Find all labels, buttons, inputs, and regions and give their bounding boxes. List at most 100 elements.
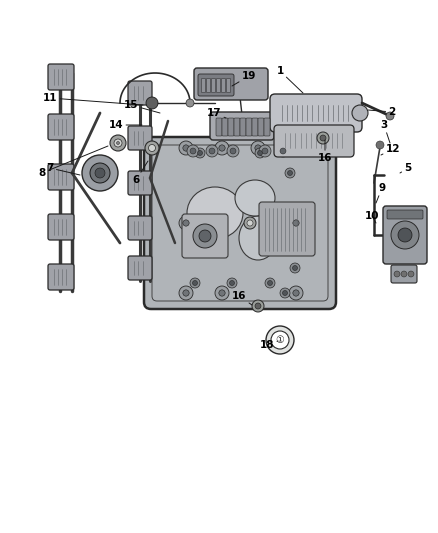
Circle shape	[287, 145, 293, 151]
Circle shape	[265, 278, 275, 288]
Circle shape	[271, 331, 289, 349]
FancyBboxPatch shape	[383, 206, 427, 264]
Circle shape	[251, 141, 265, 155]
Circle shape	[183, 145, 189, 151]
Circle shape	[146, 97, 158, 109]
Circle shape	[255, 148, 265, 158]
Circle shape	[287, 171, 293, 175]
Circle shape	[114, 139, 122, 147]
Circle shape	[179, 286, 193, 300]
Circle shape	[293, 290, 299, 296]
Circle shape	[110, 135, 126, 151]
Circle shape	[179, 141, 193, 155]
FancyBboxPatch shape	[128, 216, 152, 240]
Circle shape	[227, 145, 239, 157]
FancyBboxPatch shape	[391, 265, 417, 283]
Circle shape	[209, 148, 215, 154]
Circle shape	[195, 148, 205, 158]
FancyBboxPatch shape	[206, 78, 211, 93]
Circle shape	[268, 280, 272, 286]
FancyBboxPatch shape	[48, 264, 74, 290]
Circle shape	[266, 326, 294, 354]
Text: 16: 16	[232, 291, 252, 305]
Circle shape	[283, 141, 297, 155]
Circle shape	[206, 145, 218, 157]
FancyBboxPatch shape	[144, 137, 336, 309]
FancyBboxPatch shape	[48, 214, 74, 240]
FancyBboxPatch shape	[234, 118, 240, 136]
Text: 18: 18	[260, 340, 278, 350]
Circle shape	[219, 145, 225, 151]
Circle shape	[145, 141, 159, 155]
Text: ①: ①	[276, 335, 284, 345]
Circle shape	[293, 265, 297, 271]
Circle shape	[90, 163, 110, 183]
Circle shape	[259, 145, 271, 157]
Text: 7: 7	[46, 163, 80, 175]
Circle shape	[398, 228, 412, 242]
Ellipse shape	[235, 180, 275, 216]
Ellipse shape	[239, 216, 277, 260]
Circle shape	[255, 303, 261, 309]
Circle shape	[280, 148, 286, 154]
FancyBboxPatch shape	[259, 202, 315, 256]
Text: 19: 19	[232, 71, 256, 86]
FancyBboxPatch shape	[226, 78, 230, 93]
FancyBboxPatch shape	[128, 256, 152, 280]
FancyBboxPatch shape	[252, 118, 258, 136]
Circle shape	[320, 135, 326, 141]
Circle shape	[317, 132, 329, 144]
Circle shape	[352, 105, 368, 121]
Circle shape	[376, 141, 384, 149]
Circle shape	[186, 99, 194, 107]
Circle shape	[190, 278, 200, 288]
Text: 16: 16	[318, 140, 332, 163]
Circle shape	[82, 155, 118, 191]
Text: 2: 2	[368, 107, 396, 117]
Circle shape	[244, 217, 256, 229]
Circle shape	[192, 280, 198, 286]
FancyBboxPatch shape	[128, 171, 152, 195]
Circle shape	[199, 230, 211, 242]
FancyBboxPatch shape	[48, 64, 74, 90]
Circle shape	[391, 221, 419, 249]
Circle shape	[293, 220, 299, 226]
Text: 6: 6	[132, 161, 148, 185]
Circle shape	[187, 145, 199, 157]
Circle shape	[401, 271, 407, 277]
FancyBboxPatch shape	[270, 94, 362, 132]
Circle shape	[394, 271, 400, 277]
Circle shape	[95, 168, 105, 178]
Circle shape	[289, 286, 303, 300]
Circle shape	[277, 145, 289, 157]
Circle shape	[190, 148, 196, 154]
FancyBboxPatch shape	[222, 78, 226, 93]
FancyBboxPatch shape	[210, 112, 274, 140]
Circle shape	[280, 288, 290, 298]
FancyBboxPatch shape	[194, 68, 268, 100]
FancyBboxPatch shape	[228, 118, 234, 136]
Text: 15: 15	[124, 100, 160, 113]
Circle shape	[247, 220, 253, 226]
Text: 8: 8	[39, 146, 108, 178]
Text: 17: 17	[207, 108, 226, 118]
FancyBboxPatch shape	[216, 78, 220, 93]
Circle shape	[215, 286, 229, 300]
Text: 5: 5	[400, 163, 412, 173]
Circle shape	[258, 150, 262, 156]
Text: 9: 9	[376, 183, 385, 203]
FancyBboxPatch shape	[182, 214, 228, 258]
Text: 12: 12	[381, 144, 400, 155]
Text: 3: 3	[380, 120, 390, 143]
Circle shape	[219, 290, 225, 296]
Circle shape	[290, 263, 300, 273]
Circle shape	[408, 271, 414, 277]
Circle shape	[193, 224, 217, 248]
Circle shape	[230, 148, 236, 154]
Text: 14: 14	[109, 120, 142, 130]
Text: 10: 10	[365, 211, 379, 223]
FancyBboxPatch shape	[48, 114, 74, 140]
FancyBboxPatch shape	[246, 118, 252, 136]
FancyBboxPatch shape	[222, 118, 228, 136]
FancyBboxPatch shape	[212, 78, 215, 93]
